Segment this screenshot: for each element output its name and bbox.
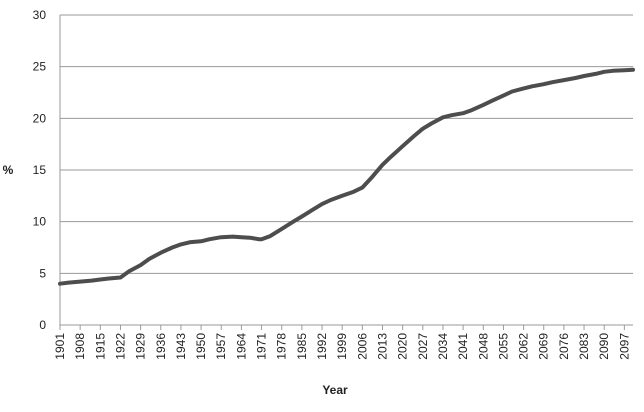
- x-axis-ticks: 1901 1908 1915 1922 1929 1936 1943 1950 1957 1964…: [53, 325, 631, 360]
- y-axis-title: %: [3, 163, 14, 177]
- x-tick-label: 1950: [194, 333, 208, 360]
- x-tick-label: 2034: [436, 333, 450, 360]
- x-tick-label: 2048: [476, 333, 490, 360]
- x-tick-label: 2097: [617, 333, 631, 360]
- x-tick-label: 2006: [355, 333, 369, 360]
- x-tick-label: 1922: [113, 333, 127, 360]
- y-tick-label: 15: [33, 163, 47, 177]
- x-tick-label: 1929: [134, 333, 148, 360]
- x-tick-label: 2076: [557, 333, 571, 360]
- series-layer: [58, 67, 635, 286]
- x-tick-label: 1957: [214, 333, 228, 360]
- y-tick-label: 20: [33, 111, 47, 125]
- x-tick-label: 2020: [396, 333, 410, 360]
- x-tick-label: 1964: [234, 333, 248, 360]
- y-tick-label: 25: [33, 60, 47, 74]
- x-tick-label: 2013: [375, 333, 389, 360]
- x-tick-label: 2090: [597, 333, 611, 360]
- x-tick-label: 2027: [416, 333, 430, 360]
- x-tick-label: 1936: [154, 333, 168, 360]
- x-tick-label: 1901: [53, 333, 67, 360]
- x-tick-label: 1999: [335, 333, 349, 360]
- y-axis-ticks: 0 5 10 15 20 25 30: [33, 8, 47, 332]
- y-tick-label: 5: [39, 266, 46, 280]
- x-tick-label: 2055: [496, 333, 510, 360]
- x-tick-label: 1943: [174, 333, 188, 360]
- x-tick-label: 2062: [517, 333, 531, 360]
- x-tick-label: 2083: [577, 333, 591, 360]
- x-tick-label: 1971: [255, 333, 269, 360]
- x-tick-label: 2041: [456, 333, 470, 360]
- x-tick-label: 1992: [315, 333, 329, 360]
- x-axis-title: Year: [322, 383, 348, 397]
- x-tick-label: 1978: [275, 333, 289, 360]
- x-tick-label: 1915: [93, 333, 107, 360]
- y-tick-label: 0: [39, 318, 46, 332]
- x-tick-label: 1908: [73, 333, 87, 360]
- x-tick-label: 2069: [537, 333, 551, 360]
- series-line-0: [58, 67, 635, 286]
- y-tick-label: 30: [33, 8, 47, 22]
- x-tick-label: 1985: [295, 333, 309, 360]
- y-tick-label: 10: [33, 215, 47, 229]
- gridlines: [59, 14, 633, 326]
